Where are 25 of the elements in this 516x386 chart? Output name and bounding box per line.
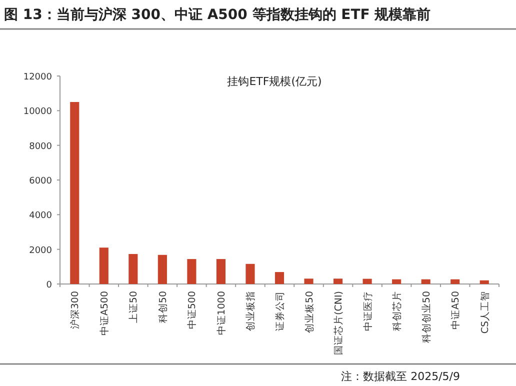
y-tick-label: 0 xyxy=(46,280,52,290)
y-tick-label: 6000 xyxy=(29,176,52,186)
chart-subtitle: 挂钩ETF规模(亿元) xyxy=(227,75,322,88)
y-tick-label: 4000 xyxy=(29,211,52,222)
x-tick-label: CS人工智 xyxy=(478,291,491,334)
x-tick-label: 上证50 xyxy=(128,291,140,324)
x-tick-label: 科创50 xyxy=(156,291,169,324)
x-tick-label: 证券公司 xyxy=(274,291,286,331)
x-tick-label: 创业板指 xyxy=(244,291,257,331)
x-tick-label: 中证医疗 xyxy=(362,291,374,331)
x-tick-label: 科创创业50 xyxy=(420,291,432,344)
y-tick-label: 8000 xyxy=(29,142,52,152)
x-tick-label: 中证A500 xyxy=(98,291,110,336)
x-tick-label: 沪深300 xyxy=(69,291,82,330)
y-tick-label: 10000 xyxy=(23,107,52,118)
y-tick-label: 12000 xyxy=(23,72,52,82)
x-tick-label: 国证芯片(CNI) xyxy=(332,291,345,355)
y-tick-label: 2000 xyxy=(29,246,52,256)
x-tick-label: 科创芯片 xyxy=(391,291,404,331)
x-tick-label: 中证A50 xyxy=(450,291,462,330)
x-tick-label: 中证500 xyxy=(186,291,198,330)
x-tick-label: 创业板50 xyxy=(303,291,316,334)
x-tick-label: 中证1000 xyxy=(215,291,228,336)
chart-title: 图 13：当前与沪深 300、中证 A500 等指数挂钩的 ETF 规模靠前 xyxy=(4,6,431,23)
text: 注：数据截至 2025/5/9 xyxy=(341,370,460,383)
